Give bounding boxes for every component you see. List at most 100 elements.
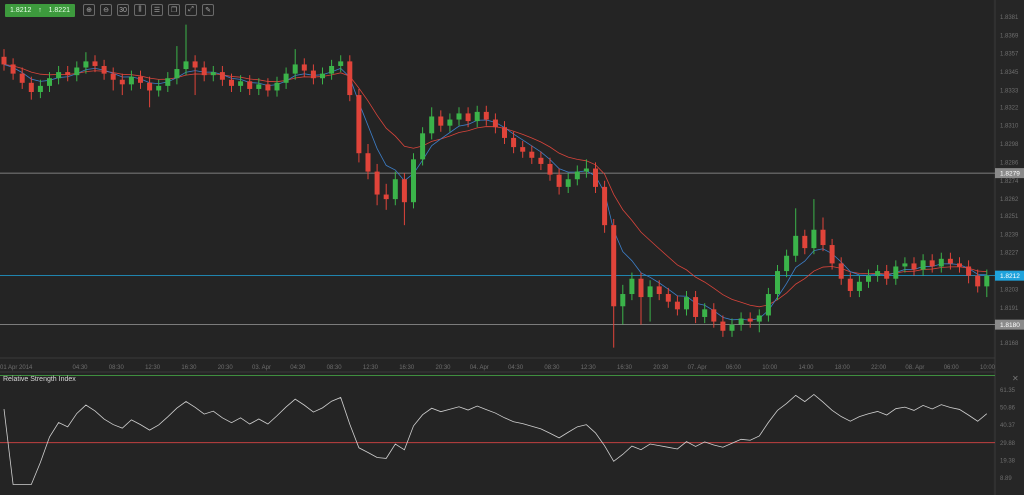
candle-body [411,159,416,203]
candle-body [429,116,435,134]
candle-body [502,127,507,138]
candle [866,269,871,288]
candle [538,151,544,171]
candle-body [201,67,207,76]
fullscreen-button[interactable]: ⤢ [185,4,197,16]
candle-body [229,79,234,86]
candle-body [401,179,407,203]
candle [219,65,225,86]
candle-body [929,260,935,267]
candle-body [10,64,16,74]
time-tick-label: 22:00 [871,365,887,371]
candle-body [356,95,362,154]
rsi-title: Relative Strength Index [3,376,76,383]
price-tick-label: 1.8262 [1000,197,1019,203]
candle-body [256,84,262,89]
price-axis-panel [993,0,1024,495]
price-tick-label: 1.8274 [1000,179,1019,185]
candle-body [374,171,380,195]
candle [947,252,953,270]
zoom-out-icon: ⊖ [103,7,109,14]
candle-body [156,85,162,91]
candle [438,110,444,132]
candle [401,173,407,226]
timeframe-icon: 30 [119,6,127,14]
candle [28,76,34,100]
candle [292,49,298,80]
candle [984,269,990,298]
zoom-in-button[interactable]: ⊕ [83,4,95,16]
candle [411,153,416,209]
candle-body [547,163,553,175]
candle [929,254,935,273]
candle [201,61,207,82]
candle [1,49,7,71]
time-tick-label: 10:00 [762,365,778,371]
close-icon[interactable]: ✕ [1012,374,1019,383]
draw-button[interactable]: ✎ [202,4,214,16]
candle [802,229,808,255]
candle [647,280,653,322]
candle-body [37,85,43,92]
time-tick-label: 04:30 [290,365,306,371]
candle [820,217,826,252]
candle-body [975,275,981,287]
price-tick-label: 1.8298 [1000,142,1019,148]
candle-body [574,171,580,180]
candle-body [638,278,644,298]
quote-box[interactable]: 1.8212 ↑ 1.8221 [5,4,75,17]
candle-body [238,81,244,86]
zoom-out-button[interactable]: ⊖ [100,4,112,16]
price-label-box [995,319,1024,330]
candle-body [365,153,371,172]
candle [347,55,353,102]
candle [829,238,835,270]
candle [656,280,662,301]
candle-body [310,70,316,79]
candle [19,67,25,89]
candle [310,64,316,85]
candle [811,199,817,255]
candle-body [110,73,116,80]
time-tick-label: 12:30 [363,365,379,371]
candle-body [101,65,107,74]
time-tick-label: 20:30 [218,365,234,371]
candle [738,312,744,331]
candle [856,275,862,298]
candle [65,65,71,82]
candle-body [119,79,125,85]
candle-body [756,315,762,322]
candle-body [474,111,480,122]
ask-price: 1.8221 [48,7,70,14]
time-tick-label: 06:00 [726,365,742,371]
candle [529,145,535,164]
candle [547,157,553,181]
chart-type-button[interactable]: ⫼ [134,4,146,16]
time-tick-label: 08:30 [109,365,125,371]
candle-body [629,278,635,295]
candle [884,264,890,285]
candle-body [720,321,726,331]
time-tick-label: 03. Apr [252,365,271,371]
candle-body [56,72,62,79]
price-tick-label: 1.8369 [1000,33,1019,39]
candle [101,59,107,80]
arrow-up-icon: ↑ [38,7,42,14]
candle [174,46,180,85]
candle-body [920,260,926,270]
chart-toolbar: 1.8212 ↑ 1.8221 [5,4,75,17]
time-tick-label: 16:30 [181,365,197,371]
time-tick-label: 07. Apr [688,365,707,371]
candle-body [793,235,799,256]
templates-button[interactable]: ❐ [168,4,180,16]
indicators-button[interactable]: ☰ [151,4,163,16]
candlestick-icon: ⫼ [138,6,142,13]
timeframe-button[interactable]: 30 [117,4,129,16]
candle [702,303,708,324]
candle-body [283,73,289,83]
time-tick-label: 10:00 [980,365,996,371]
candle-body [984,275,990,287]
candle [329,59,335,80]
candle [420,127,426,166]
